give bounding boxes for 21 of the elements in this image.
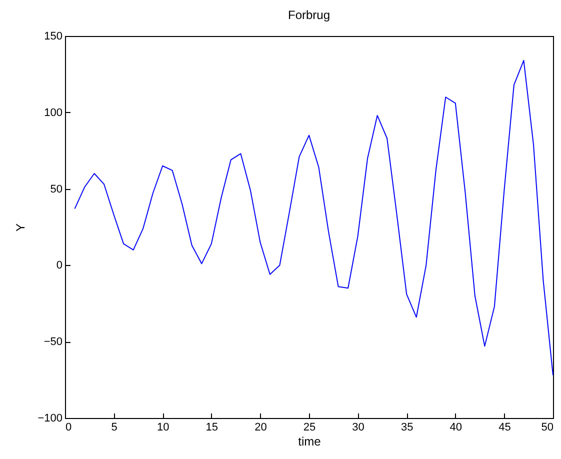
x-tick-label: 40 [450,422,462,434]
x-tick-label: 20 [254,422,267,434]
y-tick-label: 100 [44,106,62,119]
y-axis-title: Y [14,223,28,232]
chart-title: Forbrug [288,8,330,22]
y-tick-label: −100 [38,412,62,424]
y-tick-label: 150 [44,30,62,42]
x-axis-title: time [298,434,322,448]
line-series [74,60,554,376]
y-tick-label: −50 [44,336,62,348]
x-tick-label: 10 [156,422,170,434]
x-tick-label: 50 [541,422,554,434]
y-tick-label: 50 [50,183,62,196]
x-tick-label: 30 [352,422,364,434]
x-tick-label: 15 [206,422,218,434]
x-tick-label: 45 [498,422,511,434]
y-tick-label: 0 [56,260,62,272]
x-tick-label: 0 [66,422,72,434]
x-tick-label: 5 [111,422,118,434]
x-tick-label: 35 [400,422,414,434]
x-tick-label: 25 [303,422,316,434]
